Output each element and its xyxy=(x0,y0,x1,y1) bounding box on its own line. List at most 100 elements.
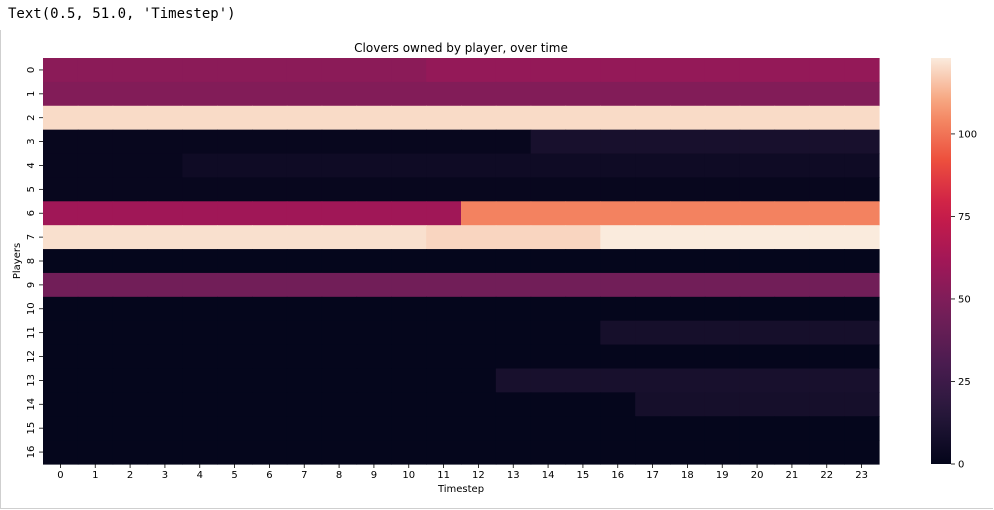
heatmap-cell xyxy=(774,416,810,441)
heatmap-cell xyxy=(704,368,741,393)
x-tick-label: 7 xyxy=(301,470,307,481)
heatmap-cell xyxy=(809,368,845,393)
heatmap-cell xyxy=(461,320,497,346)
y-tick-label: 16 xyxy=(26,446,37,459)
heatmap-cell xyxy=(495,58,532,83)
heatmap-cell xyxy=(252,392,288,417)
heatmap-cell xyxy=(391,440,427,465)
heatmap-cell xyxy=(600,416,636,441)
heatmap-cell xyxy=(356,105,392,131)
heatmap-cell xyxy=(844,368,880,393)
heatmap-cell xyxy=(809,129,845,155)
heatmap-cell xyxy=(635,225,671,250)
y-tick-label: 14 xyxy=(26,398,37,411)
heatmap-cell xyxy=(844,249,880,274)
heatmap-cell xyxy=(217,296,253,322)
heatmap-cell xyxy=(774,105,810,131)
colorbar-tick-label: 50 xyxy=(958,294,971,305)
heatmap-cell xyxy=(391,58,427,83)
heatmap-cell xyxy=(461,368,497,393)
heatmap-cell xyxy=(844,392,880,417)
heatmap-cell xyxy=(356,440,392,465)
heatmap-cell xyxy=(461,201,497,226)
heatmap-cell xyxy=(217,249,253,274)
x-tick-label: 17 xyxy=(646,470,659,481)
heatmap-cell xyxy=(43,368,79,393)
heatmap-cell xyxy=(461,440,497,465)
heatmap-cell xyxy=(704,320,741,346)
heatmap-cell xyxy=(321,368,358,393)
heatmap-cell xyxy=(635,105,671,131)
heatmap-cell xyxy=(217,201,253,226)
heatmap-cell xyxy=(356,153,392,179)
heatmap-cell xyxy=(321,225,358,250)
heatmap-cell xyxy=(495,272,532,298)
heatmap-cell xyxy=(530,368,567,393)
y-tick-label: 2 xyxy=(26,115,37,121)
heatmap-cell xyxy=(635,249,671,274)
heatmap-cell xyxy=(182,416,218,441)
heatmap-cell xyxy=(147,225,183,250)
heatmap-cell xyxy=(739,177,776,202)
heatmap-cell xyxy=(635,153,671,179)
heatmap-cell xyxy=(252,225,288,250)
heatmap-cell xyxy=(182,225,218,250)
heatmap-cell xyxy=(461,416,497,441)
heatmap-cell xyxy=(495,225,532,250)
x-tick-label: 13 xyxy=(507,470,520,481)
heatmap-cell xyxy=(565,440,601,465)
heatmap-cell xyxy=(670,440,706,465)
x-axis-ticks: 0 1 2 3 4 5 6 7 8 9 10 11 12 13 14 15 16 17 18 19 20 21 22 23 xyxy=(57,464,868,481)
heatmap-cell xyxy=(565,416,601,441)
heatmap-cell xyxy=(391,392,427,417)
heatmap-cell xyxy=(43,440,79,465)
x-tick-label: 6 xyxy=(266,470,272,481)
heatmap-cell xyxy=(600,153,636,179)
heatmap-cell xyxy=(43,249,79,274)
heatmap-cell xyxy=(426,344,462,370)
heatmap-cell xyxy=(182,58,218,83)
heatmap-cell xyxy=(426,177,462,202)
colorbar-tick-label: 0 xyxy=(958,460,964,471)
heatmap-cell xyxy=(286,153,323,179)
heatmap-cell xyxy=(252,344,288,370)
heatmap-cell xyxy=(182,153,218,179)
heatmap-cell xyxy=(530,272,567,298)
heatmap-cell xyxy=(321,129,358,155)
x-tick-label: 12 xyxy=(472,470,485,481)
heatmap-cell xyxy=(112,368,149,393)
heatmap-cell xyxy=(670,201,706,226)
heatmap-cell xyxy=(704,344,741,370)
heatmap-cell xyxy=(600,249,636,274)
heatmap-cell xyxy=(600,129,636,155)
y-tick-label: 10 xyxy=(26,302,37,315)
heatmap-cell xyxy=(704,153,741,179)
heatmap-cell xyxy=(461,129,497,155)
heatmap-cell xyxy=(600,58,636,83)
heatmap-cell xyxy=(252,105,288,131)
heatmap-cell xyxy=(217,105,253,131)
heatmap-cell xyxy=(391,272,427,298)
heatmap-cell xyxy=(321,320,358,346)
heatmap-cell xyxy=(495,81,532,107)
heatmap-cell xyxy=(321,416,358,441)
heatmap-cell xyxy=(426,416,462,441)
heatmap-cell xyxy=(565,81,601,107)
heatmap-cell xyxy=(43,177,79,202)
heatmap-cell xyxy=(356,225,392,250)
heatmap-cell xyxy=(704,440,741,465)
heatmap-cell xyxy=(356,129,392,155)
heatmap-cell xyxy=(461,272,497,298)
heatmap-cell xyxy=(739,58,776,83)
heatmap-cell xyxy=(147,440,183,465)
heatmap-cell xyxy=(77,225,114,250)
heatmap-cell xyxy=(426,272,462,298)
heatmap-cell xyxy=(635,129,671,155)
heatmap-cell xyxy=(844,344,880,370)
heatmap-cell xyxy=(217,58,253,83)
heatmap-cell xyxy=(565,272,601,298)
heatmap-cell xyxy=(495,392,532,417)
heatmap-cell xyxy=(739,344,776,370)
heatmap-cell xyxy=(809,201,845,226)
